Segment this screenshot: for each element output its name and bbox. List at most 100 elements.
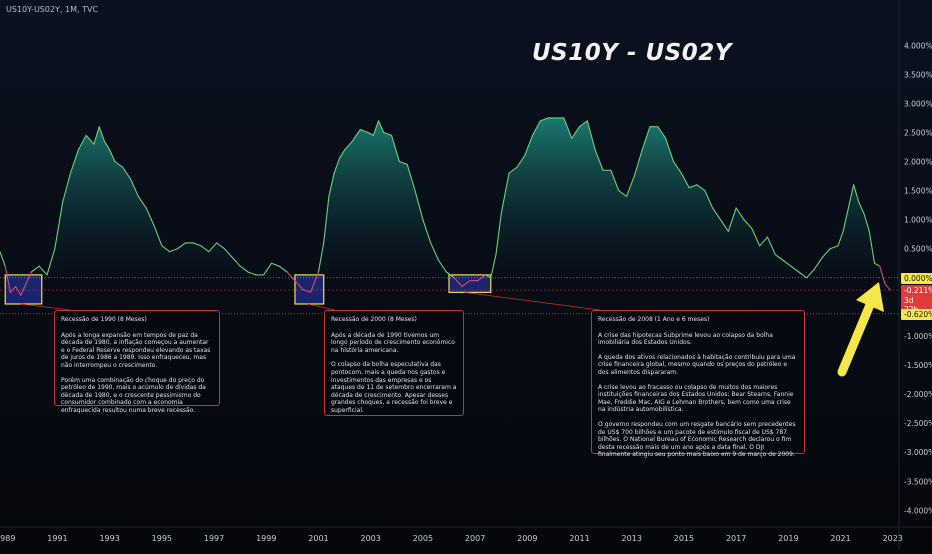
y-tick-label: -3.500% bbox=[904, 477, 932, 486]
yellow-arrow-head bbox=[856, 282, 884, 312]
spread-line-segment bbox=[169, 248, 179, 253]
spread-line-segment bbox=[633, 149, 643, 177]
spread-line-segment bbox=[383, 131, 393, 136]
spread-line-segment bbox=[333, 158, 340, 174]
y-tick-label: 4.000% bbox=[904, 41, 932, 50]
spread-line-segment bbox=[837, 230, 844, 247]
spread-line-segment bbox=[524, 134, 534, 157]
spread-line-segment bbox=[735, 207, 745, 221]
spread-line-segment bbox=[85, 134, 95, 145]
chart-title: US10Y - US02Y bbox=[532, 40, 732, 66]
annotation-2000: Recessão de 2000 (8 Meses) Após a década… bbox=[324, 310, 464, 416]
spread-line-segment bbox=[868, 230, 876, 264]
spread-line-segment bbox=[821, 248, 831, 259]
spread-line-segment bbox=[665, 137, 675, 163]
spread-line-segment bbox=[317, 242, 325, 273]
spread-line-segment bbox=[129, 178, 139, 197]
annotation-connector-1 bbox=[20, 303, 71, 311]
spread-line-segment bbox=[0, 251, 6, 267]
spread-line-segment bbox=[508, 166, 518, 174]
spread-line-segment bbox=[563, 117, 573, 139]
spread-line-segment bbox=[328, 172, 335, 197]
spread-line-segment bbox=[477, 274, 487, 282]
spread-line-segment bbox=[790, 265, 800, 273]
spread-line-segment bbox=[445, 271, 455, 279]
annotation-2008-paragraph-3: A crise levou ao fracasso ou colapso de … bbox=[598, 383, 794, 414]
y-tick-label: -3.000% bbox=[904, 448, 932, 457]
spread-line-segment bbox=[751, 227, 761, 247]
annotation-1990-title: Recessão de 1990 (8 Meses) bbox=[61, 316, 147, 323]
price-badge-4: -0.620% bbox=[901, 308, 932, 320]
spread-line-segment bbox=[20, 283, 27, 296]
spread-line-segment bbox=[774, 254, 784, 261]
spread-line-segment bbox=[704, 190, 714, 209]
spread-line-segment bbox=[176, 242, 186, 250]
spread-line-segment bbox=[302, 288, 312, 293]
spread-line-segment bbox=[62, 172, 72, 203]
spread-line-segment bbox=[153, 224, 163, 247]
spread-line-segment bbox=[4, 265, 11, 293]
x-tick-label: 1999 bbox=[256, 534, 276, 543]
spread-line-segment bbox=[231, 256, 241, 267]
annotation-2008-paragraph-4: O governo respondeu com um resgate bancá… bbox=[598, 420, 796, 459]
spread-line-segment bbox=[344, 140, 353, 151]
x-tick-label: 1991 bbox=[47, 534, 67, 543]
spread-line-segment bbox=[216, 242, 226, 250]
spread-line-segment bbox=[829, 245, 839, 250]
spread-line-segment bbox=[879, 265, 886, 285]
spread-line-segment bbox=[239, 265, 249, 273]
spread-line-segment bbox=[571, 126, 581, 139]
spread-line-segment bbox=[208, 242, 218, 253]
spread-line-segment bbox=[98, 126, 105, 142]
spread-line-segment bbox=[657, 126, 667, 139]
spread-line-segment bbox=[122, 166, 132, 180]
y-tick-label: 2.000% bbox=[904, 158, 932, 167]
spread-line-segment bbox=[461, 280, 471, 288]
x-tick-label: 2017 bbox=[726, 534, 746, 543]
spread-line-segment bbox=[719, 219, 729, 232]
spread-line-segment bbox=[9, 285, 17, 293]
spread-line-segment bbox=[414, 190, 424, 221]
spread-line-segment bbox=[806, 268, 816, 279]
spread-line-segment bbox=[422, 219, 432, 244]
annotation-2000-title: Recessão de 2000 (8 Meses) bbox=[331, 316, 417, 323]
yellow-arrow-shaft bbox=[837, 295, 877, 377]
price-badge-1: 0.000% bbox=[901, 272, 932, 284]
y-tick-label: -1.500% bbox=[904, 361, 932, 370]
spread-line-segment bbox=[359, 129, 369, 134]
spread-line-segment bbox=[192, 242, 202, 247]
y-tick-label: -1.000% bbox=[904, 332, 932, 341]
spread-line-segment bbox=[377, 120, 385, 134]
spread-line-segment bbox=[109, 149, 116, 163]
x-tick-label: 2019 bbox=[778, 534, 798, 543]
x-tick-label: 2009 bbox=[517, 534, 537, 543]
spread-line-segment bbox=[453, 277, 463, 288]
y-tick-label: 3.000% bbox=[904, 99, 932, 108]
annotation-1990-paragraph-2: Porém uma combinação do choque do preço … bbox=[61, 376, 206, 414]
annotation-connector-3 bbox=[464, 292, 601, 311]
spread-line-segment bbox=[884, 283, 891, 291]
spread-line-segment bbox=[278, 265, 288, 273]
spread-line-segment bbox=[539, 117, 549, 122]
x-tick-label: 2011 bbox=[569, 534, 589, 543]
y-tick-label: -2.000% bbox=[904, 390, 932, 399]
spread-line-segment bbox=[46, 248, 56, 276]
spread-line-segment bbox=[398, 160, 408, 165]
spread-line-segment bbox=[625, 175, 635, 197]
spread-line-segment bbox=[490, 254, 497, 279]
spread-line-segment bbox=[247, 271, 257, 276]
spread-line-segment bbox=[372, 120, 380, 136]
spread-line-segment bbox=[578, 120, 588, 128]
spread-line-segment bbox=[680, 172, 690, 189]
spread-line-segment bbox=[696, 184, 706, 192]
spread-line-segment bbox=[438, 259, 447, 273]
spread-line-segment bbox=[38, 265, 48, 276]
x-tick-label: 2023 bbox=[883, 534, 903, 543]
symbol-header: US10Y-US02Y, 1M, TVC bbox=[6, 5, 99, 14]
spread-line-segment bbox=[863, 213, 870, 232]
annotation-2008: Recessão de 2008 (1 Ano e 6 meses) A cri… bbox=[591, 310, 805, 458]
spread-line-segment bbox=[813, 256, 823, 270]
spread-line-segment bbox=[310, 271, 320, 293]
spread-line-segment bbox=[500, 172, 510, 215]
annotation-2008-paragraph-2: A queda dos ativos relacionados à habita… bbox=[598, 353, 796, 376]
